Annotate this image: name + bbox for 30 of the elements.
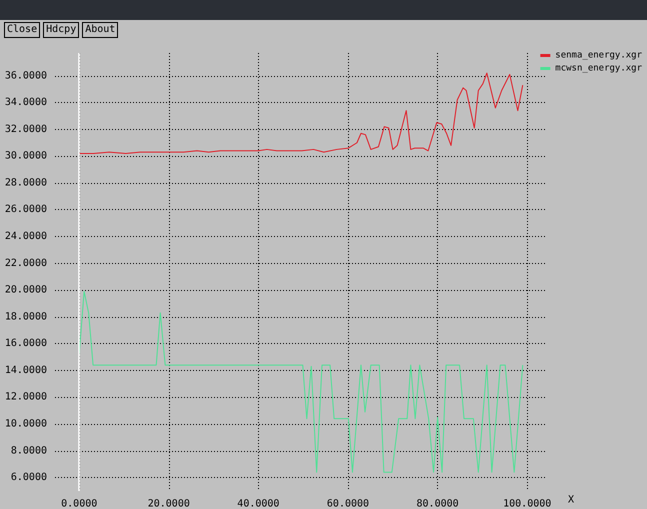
- line-series: [78, 290, 524, 473]
- x-axis-title: X: [568, 494, 574, 506]
- y-tick-label: 20.0000: [4, 284, 47, 296]
- x-tick-label: 60.0000: [326, 498, 370, 509]
- y-tick-label: 26.0000: [4, 204, 47, 216]
- y-tick-label: 30.0000: [4, 150, 47, 162]
- y-tick-label: 12.0000: [4, 392, 47, 403]
- y-tick-label: 14.0000: [4, 364, 47, 376]
- text: About: [82, 22, 118, 38]
- legend-label: senma_energy.xgr: [555, 50, 643, 60]
- y-tick-label: 18.0000: [4, 311, 47, 322]
- y-tick-label: 34.0000: [4, 97, 47, 108]
- y-tick-label: 24.0000: [4, 231, 47, 242]
- legend-label: mcwsn_energy.xgr: [555, 64, 643, 74]
- x-tick-label: 80.0000: [416, 498, 459, 509]
- y-tick-label: 32.0000: [4, 124, 47, 135]
- y-tick-label: 10.0000: [4, 418, 47, 430]
- x-tick-label: 20.0000: [148, 498, 190, 509]
- y-tick-label: 36.0000: [4, 70, 47, 82]
- y-tick-label: 28.0000: [4, 177, 47, 188]
- x-tick-label: 40.0000: [237, 498, 280, 509]
- x-tick-label: 0.0000: [61, 498, 98, 509]
- line-series: [78, 72, 524, 154]
- y-tick-label: 8.0000: [10, 445, 47, 456]
- x-tick-label: 100.0000: [503, 498, 552, 509]
- y-tick-label: 16.0000: [4, 338, 47, 350]
- text: Hdcpy: [43, 22, 80, 38]
- text: Close: [4, 22, 40, 38]
- y-tick-label: 6.0000: [10, 472, 47, 484]
- y-tick-label: 22.0000: [4, 258, 47, 269]
